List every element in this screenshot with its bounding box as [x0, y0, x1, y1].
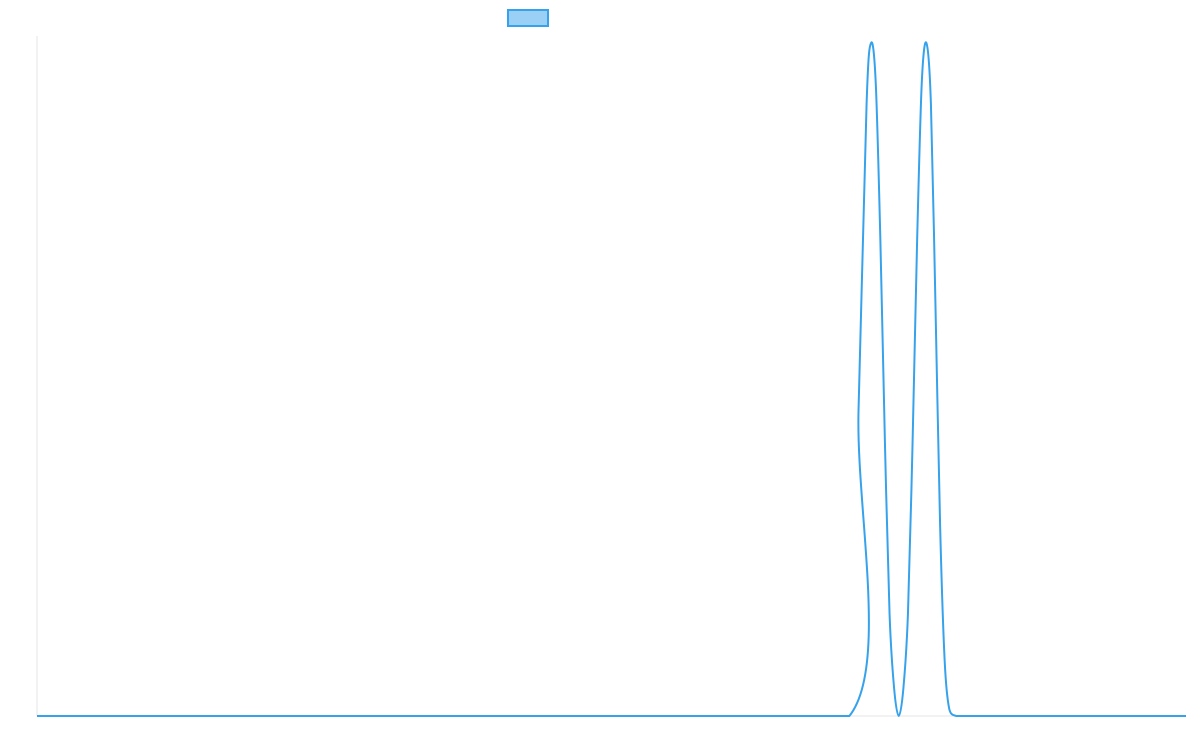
data-point[interactable]	[896, 713, 902, 719]
data-point[interactable]	[900, 686, 906, 692]
legend[interactable]	[507, 9, 549, 27]
legend-swatch[interactable]	[507, 9, 549, 27]
data-point[interactable]	[919, 81, 925, 87]
data-point[interactable]	[864, 101, 870, 107]
data-point[interactable]	[928, 101, 934, 107]
data-point[interactable]	[933, 305, 939, 311]
series-layer	[34, 40, 1189, 719]
data-point[interactable]	[946, 706, 952, 712]
data-point[interactable]	[891, 686, 897, 692]
data-point[interactable]	[961, 713, 967, 719]
data-point[interactable]	[953, 713, 959, 719]
data-point[interactable]	[914, 237, 920, 243]
data-point[interactable]	[910, 441, 916, 447]
data-point[interactable]	[846, 713, 852, 719]
data-point[interactable]	[868, 40, 874, 46]
data-point[interactable]	[856, 407, 862, 413]
data-point[interactable]	[923, 40, 929, 46]
data-point[interactable]	[937, 523, 943, 529]
data-point[interactable]	[905, 611, 911, 617]
series-line	[37, 41, 1186, 718]
data-point[interactable]	[882, 441, 888, 447]
data-point[interactable]	[942, 659, 948, 665]
data-point[interactable]	[887, 611, 893, 617]
data-point[interactable]	[609, 713, 615, 719]
data-point[interactable]	[1183, 713, 1189, 719]
data-point[interactable]	[873, 81, 879, 87]
data-point[interactable]	[34, 713, 40, 719]
data-point[interactable]	[1011, 713, 1017, 719]
data-point[interactable]	[877, 237, 883, 243]
